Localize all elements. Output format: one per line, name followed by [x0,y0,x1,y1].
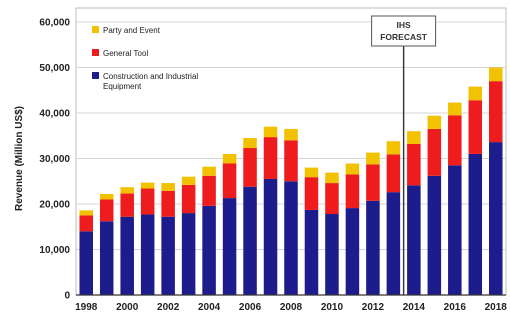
bar-segment [386,141,401,155]
bar-segment [325,183,339,215]
bar-segment [284,128,298,141]
bar-segment [140,188,155,215]
bar-segment [489,67,503,82]
x-tick-label: 2016 [444,302,467,313]
legend-swatch [92,26,99,33]
legend-swatch [92,49,99,56]
bar-segment [202,205,216,295]
y-tick-label: 20,000 [39,200,70,211]
bar-segment [140,214,155,295]
bar-segment [366,152,380,165]
bar-segment [161,216,175,295]
legend-label: Construction and Industrial [103,72,198,81]
bar-segment [325,214,339,295]
bar-segment [263,137,278,179]
bar-segment [263,126,278,138]
bar-segment [304,177,319,210]
bar-segment [120,193,134,217]
bar-segment [263,178,278,295]
x-tick-label: 2008 [280,302,303,313]
x-tick-label: 1998 [75,302,98,313]
bar-segment [489,142,503,295]
y-tick-label: 30,000 [39,154,70,165]
bar-segment [448,102,462,116]
y-tick-label: 0 [64,291,70,302]
y-tick-label: 50,000 [39,63,70,74]
bar-segment [202,166,216,176]
bar-segment [222,153,237,164]
bar-segment [120,187,134,194]
x-tick-label: 2002 [157,302,180,313]
bar-segment [407,143,421,186]
legend-label: Party and Event [103,26,161,35]
bar-segment [386,154,401,193]
x-tick-label: 2000 [116,302,139,313]
bar-segment [161,183,175,191]
bar-segment [366,164,380,201]
bar-segment [325,172,339,184]
bar-segment [99,193,114,200]
bar-segment [222,198,237,295]
bar-segment [181,176,196,185]
bar-segment [427,128,442,176]
bar-segment [489,81,503,143]
bar-segment [79,231,93,295]
bar-segment [448,115,462,166]
x-tick-label: 2012 [362,302,385,313]
bar-segment [181,184,196,214]
bar-segment [181,213,196,295]
bar-segment [222,163,237,199]
bar-segment [407,131,421,144]
x-tick-label: 2018 [485,302,508,313]
bar-segment [202,175,216,206]
forecast-label-line2: FORECAST [380,32,428,42]
y-tick-label: 60,000 [39,18,70,29]
bar-segment [345,163,360,175]
bar-segment [161,190,175,217]
bar-segment [448,165,462,295]
bar-segment [243,148,257,187]
x-tick-label: 2006 [239,302,262,313]
bar-segment [345,208,360,295]
forecast-box [371,15,437,47]
bar-segment [304,209,319,295]
bar-segment [79,210,93,216]
forecast-label-line1: IHS [397,20,412,30]
bar-segment [99,221,114,295]
bar-segment [366,200,380,295]
bar-segment [79,215,93,232]
bar-segment [468,100,483,154]
bar-segment [407,185,421,295]
bar-segment [243,138,257,149]
bar-segment [468,153,483,295]
legend-swatch [92,72,99,79]
y-axis-title: Revenue (Million US$) [14,106,25,211]
x-tick-label: 2010 [321,302,344,313]
bar-segment [284,140,298,182]
bar-segment [345,174,360,209]
bar-segment [386,192,401,295]
bar-segment [120,216,134,295]
bar-segment [427,175,442,295]
x-tick-label: 2014 [403,302,426,313]
legend-label: Equipment [103,82,142,91]
bar-segment [284,181,298,295]
y-tick-label: 10,000 [39,245,70,256]
bar-segment [468,86,483,101]
bar-segment [140,182,155,189]
bar-segment [304,167,319,178]
bar-segment [427,115,442,129]
y-tick-label: 40,000 [39,109,70,120]
bar-segment [99,199,114,222]
bar-segment [243,186,257,295]
legend-label: General Tool [103,49,148,58]
x-tick-label: 2004 [198,302,221,313]
